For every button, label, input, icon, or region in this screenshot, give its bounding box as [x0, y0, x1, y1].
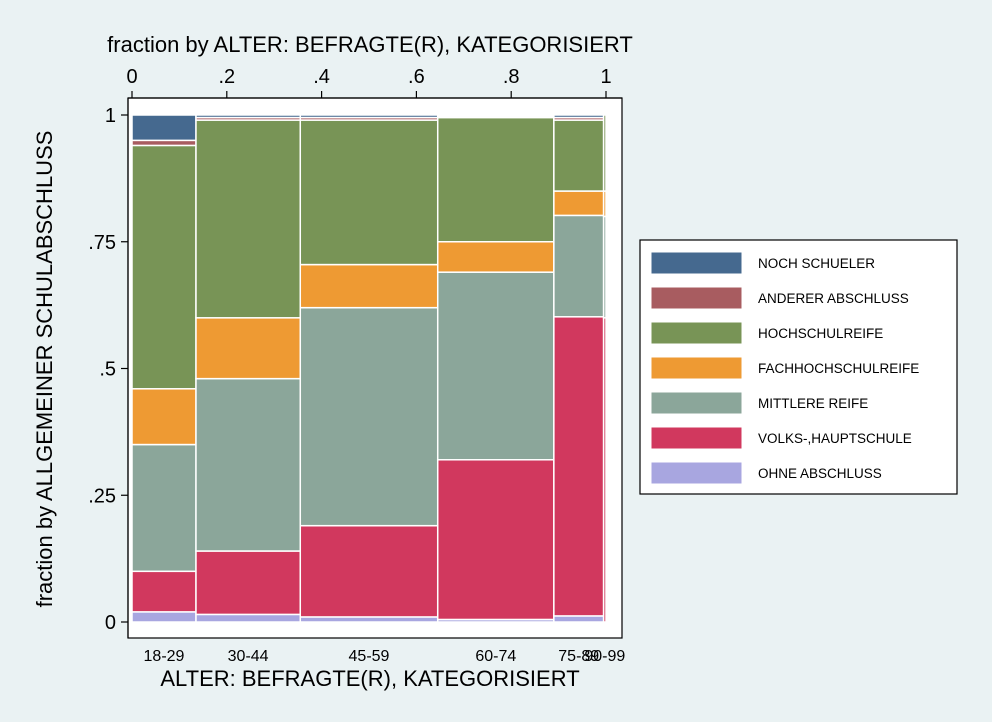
tile-45-59-volks-hauptschule: [299, 524, 439, 618]
legend-label-hochschulreife: HOCHSCHULREIFE: [758, 326, 883, 341]
category-label-18-29: 18-29: [144, 648, 185, 665]
category-label-45-59: 45-59: [349, 648, 390, 665]
tile-45-59-ohne-abschluss: [299, 616, 439, 623]
legend-label-ohne-abschluss: OHNE ABSCHLUSS: [758, 466, 882, 481]
top-tick-label: .8: [503, 66, 520, 88]
tile-60-74-fachhochschulreife: [436, 241, 555, 273]
tile-30-44-ohne-abschluss: [195, 613, 302, 623]
legend-label-anderer-abschluss: ANDERER ABSCHLUSS: [758, 291, 909, 306]
tile-18-29-fachhochschulreife: [131, 388, 197, 446]
tile-45-59-noch-schueler: [299, 114, 439, 119]
legend: NOCH SCHUELER ANDERER ABSCHLUSS HOCHSCHULR…: [639, 239, 958, 495]
tile-60-74-mittlere-reife: [436, 271, 555, 461]
tile-30-44-hochschulreife: [195, 119, 302, 319]
tile-30-44-fachhochschulreife: [195, 317, 302, 380]
left-tick-label: .75: [88, 232, 116, 254]
legend-label-mittlere-reife: MITTLERE REIFE: [758, 396, 868, 411]
legend-swatch-hochschulreife: [650, 321, 743, 345]
top-tick-label: .4: [313, 66, 330, 88]
tile-75-89-fachhochschulreife: [553, 190, 605, 217]
category-label-75-89: 75-89: [558, 648, 599, 665]
category-label-90-99: 90-99: [584, 648, 625, 665]
tile-75-89-noch-schueler: [553, 114, 605, 119]
left-tick-label: .25: [88, 485, 116, 507]
left-tick-label: .5: [99, 359, 116, 381]
tile-18-29-hochschulreife: [131, 144, 197, 390]
legend-label-noch-schueler: NOCH SCHUELER: [758, 256, 875, 271]
top-tick-label: 1: [600, 66, 611, 88]
top-tick-label: 0: [126, 66, 137, 88]
tile-18-29-mittlere-reife: [131, 443, 197, 573]
tile-90-99-volks-hauptschule: [602, 317, 607, 623]
tile-90-99-fachhochschulreife: [602, 190, 607, 218]
tile-18-29-anderer-abschluss: [131, 139, 197, 147]
tile-75-89-volks-hauptschule: [553, 316, 605, 617]
tile-75-89-hochschulreife: [553, 119, 605, 192]
legend-swatch-fachhochschulreife: [650, 356, 743, 380]
tile-75-89-ohne-abschluss: [553, 615, 605, 623]
tile-30-44-noch-schueler: [195, 114, 302, 119]
bottom-axis-title: ALTER: BEFRAGTE(R), KATEGORISIERT: [160, 666, 579, 691]
top-axis-title: fraction by ALTER: BEFRAGTE(R), KATEGORI…: [107, 32, 633, 57]
tile-45-59-mittlere-reife: [299, 306, 439, 527]
legend-swatch-mittlere-reife: [650, 391, 743, 415]
legend-swatch-ohne-abschluss: [650, 461, 743, 485]
category-label-30-44: 30-44: [228, 648, 269, 665]
left-tick-label: 0: [105, 612, 116, 634]
tile-18-29-volks-hauptschule: [131, 570, 197, 613]
top-tick-label: .6: [408, 66, 425, 88]
tile-45-59-hochschulreife: [299, 119, 439, 266]
left-tick-label: 1: [105, 105, 116, 127]
left-axis-title: fraction by ALLGEMEINER SCHULABSCHLUSS: [32, 131, 57, 608]
tile-60-74-noch-schueler: [436, 114, 555, 117]
tile-18-29-noch-schueler: [131, 114, 197, 142]
tile-90-99-hochschulreife: [602, 114, 607, 192]
tile-30-44-volks-hauptschule: [195, 550, 302, 616]
tile-60-74-hochschulreife: [436, 116, 555, 243]
legend-swatch-noch-schueler: [650, 251, 743, 275]
legend-label-fachhochschulreife: FACHHOCHSCHULREIFE: [758, 361, 919, 376]
legend-label-volks-hauptschule: VOLKS-,HAUPTSCHULE: [758, 431, 912, 446]
tile-45-59-fachhochschulreife: [299, 263, 439, 309]
left-axis: 0 .25 .5 .75 1: [88, 98, 129, 638]
top-tick-label: .2: [218, 66, 235, 88]
top-axis: 0 .2 .4 .6 .8 1: [126, 66, 622, 99]
category-label-60-74: 60-74: [475, 648, 516, 665]
legend-swatch-anderer-abschluss: [650, 286, 743, 310]
mosaic-tiles: [131, 114, 607, 623]
tile-30-44-mittlere-reife: [195, 377, 302, 552]
tile-90-99-mittlere-reife: [602, 215, 607, 319]
tile-75-89-mittlere-reife: [553, 214, 605, 318]
legend-swatch-volks-hauptschule: [650, 426, 743, 450]
tile-60-74-volks-hauptschule: [436, 459, 555, 621]
tile-18-29-ohne-abschluss: [131, 611, 197, 623]
